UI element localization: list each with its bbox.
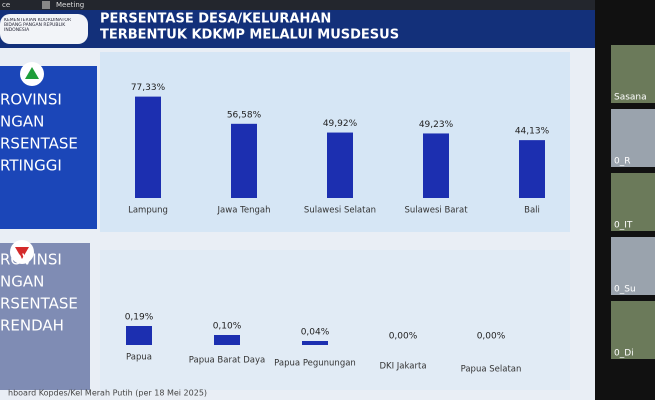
participant-name: 0_IT <box>614 221 633 231</box>
panel-text: RSENTASE <box>0 135 78 153</box>
category-label: Lampung <box>128 206 168 216</box>
panel-text: NGAN <box>0 273 44 291</box>
title: PERSENTASE DESA/KELURAHAN <box>100 12 331 27</box>
chart-area <box>100 250 570 390</box>
value-label: 77,33% <box>131 83 166 93</box>
category-label: Papua Selatan <box>461 365 522 375</box>
value-label: 0,10% <box>213 322 242 332</box>
header-band <box>0 10 595 48</box>
category-label: Sulawesi Barat <box>404 206 468 216</box>
panel-low <box>0 243 90 390</box>
value-label: 0,00% <box>477 332 506 342</box>
video-tile <box>611 301 655 359</box>
panel-text: ROVINSI <box>0 251 62 269</box>
bar <box>126 326 152 345</box>
tab-label[interactable]: Meeting <box>56 1 84 9</box>
toolbar <box>0 0 595 10</box>
value-label: 49,92% <box>323 119 358 129</box>
category-label: Papua <box>126 353 152 363</box>
category-label: Papua Barat Daya <box>189 356 265 366</box>
value-label: 44,13% <box>515 127 550 137</box>
category-label: DKI Jakarta <box>379 362 426 372</box>
panel-text: NGAN <box>0 113 44 131</box>
icon <box>42 1 50 9</box>
value-label: 0,19% <box>125 313 154 323</box>
value-label: 0,00% <box>389 332 418 342</box>
value-label: 56,58% <box>227 110 262 120</box>
category-label: Sulawesi Selatan <box>304 206 376 216</box>
title: TERBENTUK KDKMP MELALUI MUSDESUS <box>100 28 399 43</box>
participant-name: 0_R <box>614 157 630 167</box>
participant-name: 0_Su <box>614 285 636 295</box>
category-label: Jawa Tengah <box>217 206 271 216</box>
bar <box>231 123 257 198</box>
panel-text: RTINGGI <box>0 157 62 175</box>
video-tile <box>611 237 655 295</box>
value-label: 0,04% <box>301 328 330 338</box>
panel-high <box>0 66 97 229</box>
footnote: hboard Kopdes/Kel Merah Putih (per 18 Me… <box>8 389 207 398</box>
bar <box>327 132 353 198</box>
down-icon <box>15 247 29 259</box>
logo-box <box>0 14 88 44</box>
bar <box>135 96 161 198</box>
video-tile <box>611 109 655 167</box>
category-label: Papua Pegunungan <box>274 359 356 369</box>
app-label: ce <box>2 1 10 9</box>
participant-name: 0_Di <box>614 349 634 359</box>
value-label: 49,23% <box>419 120 454 130</box>
panel-text: RSENTASE <box>0 295 78 313</box>
bar <box>302 341 328 345</box>
bar <box>214 335 240 345</box>
panel-text: RENDAH <box>0 317 64 335</box>
up-icon <box>25 67 39 79</box>
bar <box>519 140 545 198</box>
video-tile <box>611 173 655 231</box>
org-box: KEMENTERIAN KOORDINATOR BIDANG PANGAN RE… <box>4 18 72 33</box>
panel-text: ROVINSI <box>0 91 62 109</box>
video-tile <box>611 45 655 103</box>
bar <box>423 133 449 198</box>
category-label: Bali <box>524 206 540 216</box>
org-text: KEMENTERIAN KOORDINATOR BIDANG PANGAN RE… <box>4 18 72 33</box>
participant-name: Sasana <box>614 93 647 103</box>
